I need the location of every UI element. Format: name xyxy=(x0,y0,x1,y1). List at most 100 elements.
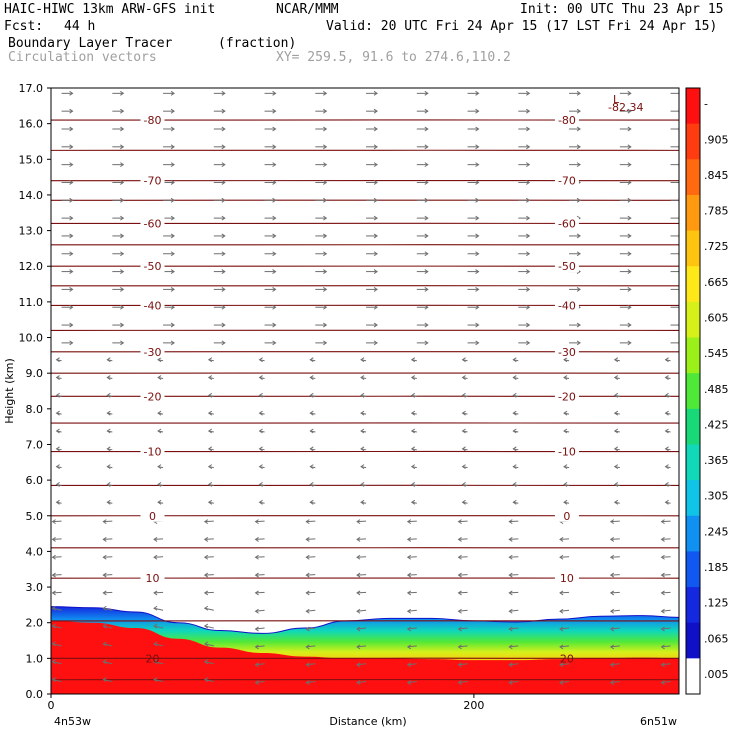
circulation-vector-head xyxy=(356,590,361,596)
circulation-vector-head xyxy=(51,605,56,611)
circulation-vector xyxy=(52,625,62,629)
circulation-vector-head xyxy=(526,269,531,274)
circulation-vector-head xyxy=(221,108,226,114)
circulation-vector-head xyxy=(221,304,226,310)
model-title: HAIC-HIWC 13km ARW-GFS init xyxy=(4,2,216,17)
circulation-vector xyxy=(103,556,113,558)
circulation-vector-head xyxy=(69,162,74,168)
circulation-vector-head xyxy=(157,499,162,505)
circulation-vector xyxy=(204,607,214,611)
circulation-vector-head xyxy=(410,428,416,434)
circulation-vector-head xyxy=(373,90,378,96)
circulation-vector xyxy=(306,609,316,612)
circulation-vector-head xyxy=(664,375,669,380)
circulation-vector-head xyxy=(120,322,125,328)
circulation-vector-head xyxy=(424,215,429,221)
colorbar-frame xyxy=(685,87,701,695)
circulation-vector-head xyxy=(69,269,74,274)
circulation-vector-head xyxy=(424,304,429,310)
circulation-vector-head xyxy=(424,90,429,96)
circulation-vector xyxy=(407,609,417,612)
circulation-vector xyxy=(509,645,519,648)
circulation-vector-head xyxy=(51,677,56,682)
circulation-vector xyxy=(255,591,265,594)
circulation-vector-head xyxy=(207,392,213,398)
circulation-vector-head xyxy=(660,519,665,525)
circulation-vector xyxy=(407,538,417,540)
circulation-vector-head xyxy=(309,375,314,380)
circulation-vector-head xyxy=(457,554,462,560)
circulation-vector-head xyxy=(526,162,531,168)
circulation-vector-head xyxy=(406,572,412,578)
circulation-vector-head xyxy=(203,605,209,611)
circulation-vector-head xyxy=(576,340,581,346)
circulation-vector-head xyxy=(526,90,531,96)
circulation-vector-head xyxy=(221,251,226,257)
circulation-vector-head xyxy=(69,144,74,150)
circulation-vector-head xyxy=(272,108,277,114)
circulation-vector xyxy=(661,574,671,576)
circulation-vector xyxy=(204,556,214,558)
circulation-vector-head xyxy=(410,357,416,363)
circulation-vector-head xyxy=(272,251,277,257)
isotherm-label: -20 xyxy=(558,390,576,403)
circulation-vector-head xyxy=(664,446,669,452)
isotherm-label-bg xyxy=(554,114,579,127)
circulation-vector-head xyxy=(475,322,480,328)
colorbar-swatch xyxy=(686,88,700,125)
tracer-saturated-area xyxy=(51,620,679,694)
circulation-vector-head xyxy=(373,162,378,168)
circulation-vector xyxy=(610,681,620,684)
circulation-vector-head xyxy=(120,233,125,239)
circulation-vector-head xyxy=(207,499,213,505)
circulation-vector-head xyxy=(120,162,125,168)
circulation-vector-head xyxy=(254,662,259,668)
circulation-vector xyxy=(407,627,417,630)
circulation-vector-head xyxy=(508,554,513,560)
y-tick-label: 13.0 xyxy=(19,225,44,238)
circulation-vector-head xyxy=(660,537,665,542)
min-marker-symbol: L xyxy=(613,93,620,106)
circulation-vector xyxy=(661,538,671,540)
circulation-vector-head xyxy=(526,340,531,346)
circulation-vector-head xyxy=(157,357,162,363)
circulation-vector-head xyxy=(373,108,378,114)
circulation-vector-head xyxy=(170,108,175,114)
circulation-vector xyxy=(306,520,316,523)
isotherm-label-bg xyxy=(554,572,579,585)
circulation-vector-head xyxy=(170,144,175,150)
circulation-vector-head xyxy=(221,340,226,346)
circulation-vector xyxy=(357,591,367,594)
circulation-vector xyxy=(458,520,468,523)
circulation-vector-head xyxy=(170,215,175,221)
circulation-vector-head xyxy=(272,126,277,132)
circulation-vector xyxy=(357,681,367,684)
isotherm-label: -80 xyxy=(144,114,162,127)
circulation-vector-head xyxy=(120,197,125,203)
circulation-vector-head xyxy=(627,108,632,114)
circulation-vector-head xyxy=(576,144,581,150)
circulation-vector-head xyxy=(457,644,462,650)
circulation-vector xyxy=(103,661,113,665)
circulation-vector xyxy=(103,520,113,523)
x-end-left: 4n53w xyxy=(54,715,91,728)
circulation-vector-head xyxy=(221,286,226,292)
circulation-vector xyxy=(153,679,164,683)
circulation-vector-head xyxy=(457,662,462,668)
circulation-vector xyxy=(458,627,468,630)
colorbar-label: .305 xyxy=(704,490,729,503)
circulation-vector-head xyxy=(55,446,60,452)
circulation-vector xyxy=(509,681,519,684)
plot-frame xyxy=(50,87,680,695)
circulation-vector-head xyxy=(609,572,615,578)
circulation-vector xyxy=(407,645,417,648)
colorbar-label: - xyxy=(704,98,708,111)
y-tick-label: 10.0 xyxy=(19,332,44,345)
circulation-vector-head xyxy=(106,482,111,487)
colorbar-swatch xyxy=(686,373,700,410)
circulation-vector-head xyxy=(424,144,429,150)
circulation-vector-head xyxy=(406,626,412,632)
y-tick-label: 4.0 xyxy=(26,545,44,558)
circulation-vector xyxy=(458,645,468,648)
